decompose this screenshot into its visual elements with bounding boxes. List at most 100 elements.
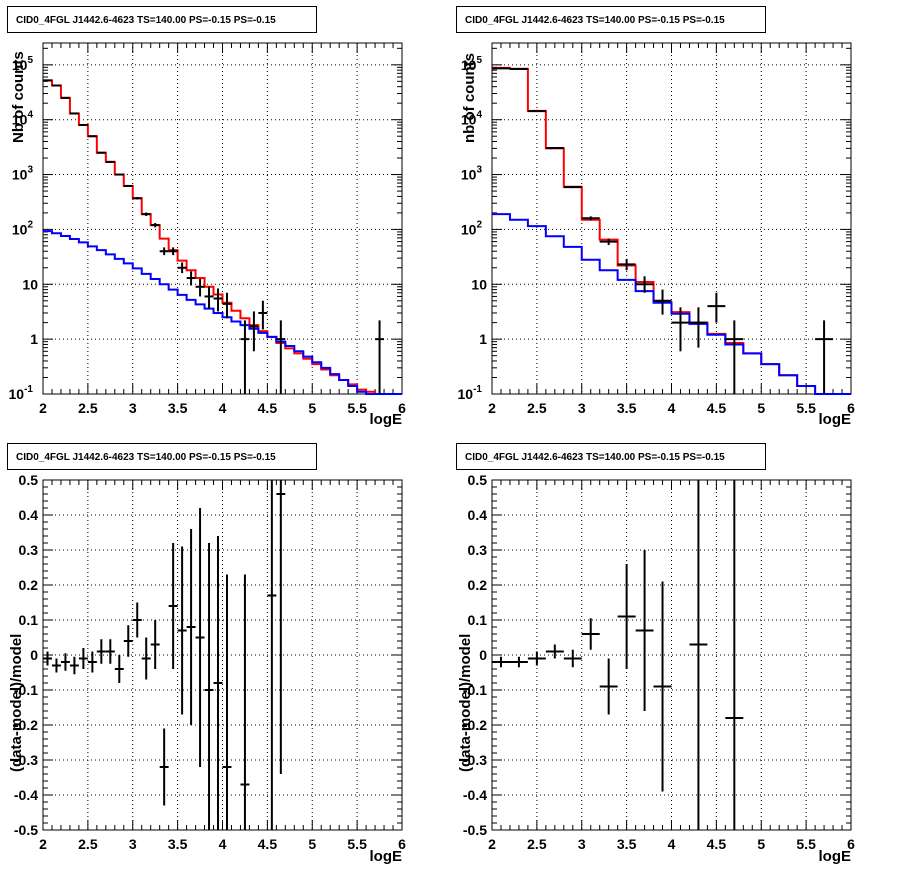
y-tick-exponent: 5: [476, 55, 482, 66]
x-tick-label: 3: [129, 836, 137, 852]
x-tick-label: 4: [668, 400, 676, 416]
chart-title: CID0_4FGL J1442.6-4623 TS=140.00 PS=-0.1…: [456, 6, 766, 33]
data-point: [132, 602, 142, 638]
y-tick-label: 10: [22, 276, 38, 292]
x-tick-label: 2: [488, 836, 496, 852]
data-point: [509, 656, 528, 668]
x-tick-label: 6: [847, 836, 855, 852]
chart-residuals-fine: 2 2.5 3 3.5 4 4.5 5 5.5 6 -0.5 -0.4 -0.3 -0.2 -0.1 0 0.…: [0, 437, 449, 875]
data-point: [276, 320, 286, 394]
data-point: [87, 135, 97, 138]
data-point: [527, 651, 546, 666]
y-tick-label: 1: [30, 331, 38, 347]
x-tick-label: 5.5: [796, 836, 816, 852]
data-point: [581, 216, 600, 221]
data-point: [177, 546, 187, 715]
data-point: [105, 639, 115, 664]
y-tick-label: 0: [479, 647, 487, 663]
data-point: [43, 651, 52, 666]
x-tick-label: 3.5: [617, 400, 637, 416]
data-point: [87, 651, 97, 673]
data-point: [563, 186, 582, 189]
data-point: [581, 618, 600, 650]
y-tick-label: 0.3: [19, 542, 39, 558]
y-tick-exponent: 2: [27, 219, 33, 230]
data-point: [141, 212, 151, 216]
y-tick-exponent: 3: [27, 165, 33, 176]
y-tick-exponent: 3: [476, 165, 482, 176]
x-tick-label: 3.5: [168, 836, 188, 852]
y-axis-label: nb of counts: [461, 53, 478, 143]
y-tick-label: 0: [30, 647, 38, 663]
y-tick-label: -0.5: [14, 822, 38, 838]
data-point: [815, 320, 834, 394]
data-point: [96, 151, 106, 154]
data-point: [150, 620, 160, 669]
y-tick-label: -0.1: [14, 682, 38, 698]
data-point: [204, 286, 214, 309]
data-point: [725, 320, 744, 394]
data-point: [635, 276, 654, 293]
data-point: [123, 625, 133, 657]
data-point: [267, 480, 277, 830]
data-point: [653, 289, 672, 315]
data-point: [563, 649, 582, 668]
data-point: [177, 262, 187, 274]
x-axis-label: logE: [818, 848, 852, 865]
y-tick-label: 10-1: [9, 384, 34, 402]
x-tick-label: 5: [757, 836, 765, 852]
x-axis-label: logE: [369, 411, 403, 428]
data-point: [186, 271, 196, 286]
y-tick-exponent: 2: [476, 219, 482, 230]
data-point: [492, 656, 510, 668]
y-tick-label: 0.5: [468, 472, 488, 488]
data-point: [78, 648, 88, 669]
y-tick-label: 0.1: [468, 612, 488, 628]
data-point: [617, 564, 636, 669]
x-tick-label: 5.5: [347, 836, 367, 852]
x-tick-label: 5.5: [347, 400, 367, 416]
y-axis-label: (data-model)/model: [8, 633, 25, 772]
data-point: [707, 292, 726, 323]
data-point: [96, 639, 106, 664]
data-point: [159, 247, 169, 256]
data-point: [635, 550, 654, 711]
data-point: [123, 184, 133, 187]
y-tick-label: -0.1: [463, 682, 487, 698]
data-point: [195, 278, 205, 297]
x-tick-label: 2.5: [78, 400, 98, 416]
data-point: [168, 247, 178, 256]
x-tick-label: 2: [488, 400, 496, 416]
x-tick-label: 4: [668, 836, 676, 852]
y-tick-label: 102: [12, 219, 34, 237]
data-point: [132, 197, 142, 200]
plot-area: 2 2.5 3 3.5 4 4.5 5 5.5 6 -0.5 -0.4 -0.3 -0.2 -0.1 0 0.…: [14, 472, 406, 852]
x-tick-label: 3.5: [617, 836, 637, 852]
data-point: [545, 146, 564, 149]
x-tick-label: 4.5: [258, 400, 278, 416]
data-point: [114, 655, 124, 683]
x-tick-label: 3: [578, 400, 586, 416]
data-point: [689, 307, 708, 348]
plot-area: 2 2.5 3 3.5 4 4.5 5 5.5 6 -0.5 -0.4 -0.3 -0.2 -0.1 0 0.…: [463, 472, 855, 852]
data-point: [240, 574, 250, 830]
x-tick-label: 6: [398, 400, 406, 416]
data-point: [60, 653, 70, 671]
data-point: [653, 581, 672, 792]
data-point: [159, 728, 169, 806]
data-point: [671, 307, 690, 352]
y-tick-label: -0.3: [14, 752, 38, 768]
y-tick-label: -0.2: [14, 717, 38, 733]
x-tick-label: 3.5: [168, 400, 188, 416]
blue-model-line: [492, 213, 851, 395]
data-point: [213, 536, 223, 830]
x-tick-label: 2.5: [527, 400, 547, 416]
y-tick-label: -0.4: [14, 787, 38, 803]
x-tick-label: 4: [219, 400, 227, 416]
y-tick-label: 0.2: [468, 577, 488, 593]
chart-residuals-coarse: 2 2.5 3 3.5 4 4.5 5 5.5 6 -0.5 -0.4 -0.3 -0.2 -0.1 0 0.…: [449, 437, 898, 875]
data-point: [689, 480, 708, 830]
data-point: [168, 543, 178, 669]
y-tick-label: 102: [461, 219, 483, 237]
